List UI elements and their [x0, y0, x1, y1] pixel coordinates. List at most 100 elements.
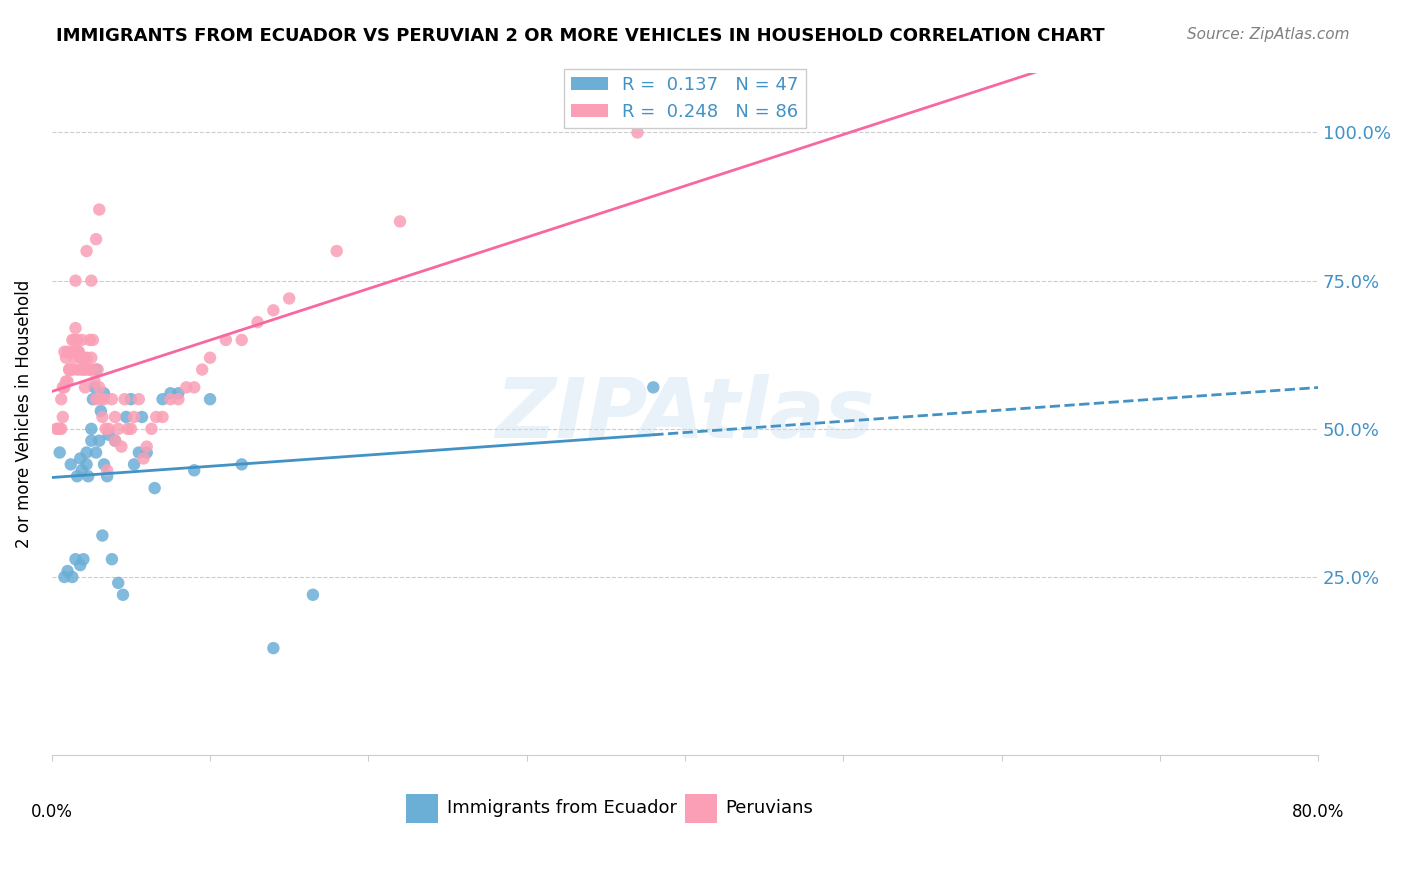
- Point: [91, 528, 114, 542]
- Point: [80, 362, 103, 376]
- Point: [246, 315, 269, 329]
- Point: [56, 564, 79, 578]
- Point: [176, 380, 198, 394]
- Point: [626, 126, 648, 140]
- Point: [53, 344, 76, 359]
- Point: [45, 422, 67, 436]
- Point: [104, 409, 127, 424]
- Point: [84, 392, 107, 407]
- Point: [643, 380, 665, 394]
- Text: Peruvians: Peruvians: [725, 799, 813, 817]
- Point: [79, 333, 101, 347]
- Point: [76, 351, 98, 365]
- Point: [77, 362, 100, 376]
- Text: ZIPAtlas: ZIPAtlas: [495, 374, 875, 455]
- Bar: [685, 795, 717, 823]
- Point: [56, 375, 79, 389]
- Point: [110, 440, 132, 454]
- Point: [167, 392, 190, 407]
- Point: [52, 409, 75, 424]
- Point: [90, 392, 112, 407]
- Point: [89, 434, 111, 448]
- Point: [198, 351, 221, 365]
- Point: [198, 392, 221, 407]
- Point: [93, 386, 115, 401]
- Point: [56, 344, 79, 359]
- Point: [77, 469, 100, 483]
- Point: [97, 427, 120, 442]
- Point: [141, 422, 163, 436]
- Point: [93, 392, 115, 407]
- Point: [52, 380, 75, 394]
- Point: [82, 392, 104, 407]
- Point: [101, 552, 124, 566]
- Bar: [406, 795, 439, 823]
- Point: [97, 422, 120, 436]
- Point: [69, 362, 91, 376]
- Point: [67, 344, 90, 359]
- Point: [152, 392, 174, 407]
- Point: [58, 362, 80, 376]
- Point: [66, 333, 89, 347]
- Point: [89, 202, 111, 217]
- Point: [167, 386, 190, 401]
- Legend: R =  0.137   N = 47, R =  0.248   N = 86: R = 0.137 N = 47, R = 0.248 N = 86: [564, 69, 806, 128]
- Point: [325, 244, 347, 258]
- Point: [80, 274, 103, 288]
- Point: [89, 380, 111, 394]
- Point: [82, 333, 104, 347]
- Point: [132, 451, 155, 466]
- Point: [63, 333, 86, 347]
- Point: [135, 445, 157, 459]
- Point: [104, 434, 127, 448]
- Point: [143, 481, 166, 495]
- Point: [60, 362, 83, 376]
- Point: [80, 422, 103, 436]
- Point: [388, 214, 411, 228]
- Point: [122, 409, 145, 424]
- Point: [46, 422, 69, 436]
- Point: [107, 422, 129, 436]
- Point: [107, 576, 129, 591]
- Point: [262, 641, 284, 656]
- Point: [72, 552, 94, 566]
- Point: [231, 333, 253, 347]
- Point: [70, 351, 93, 365]
- Point: [69, 558, 91, 573]
- Point: [72, 351, 94, 365]
- Point: [84, 445, 107, 459]
- Point: [79, 362, 101, 376]
- Point: [66, 469, 89, 483]
- Point: [48, 422, 70, 436]
- Point: [59, 344, 82, 359]
- Point: [215, 333, 238, 347]
- Point: [51, 392, 73, 407]
- Point: [278, 292, 301, 306]
- Point: [86, 362, 108, 376]
- Point: [191, 362, 214, 376]
- Point: [84, 232, 107, 246]
- Point: [115, 409, 138, 424]
- Point: [70, 463, 93, 477]
- Point: [53, 570, 76, 584]
- Point: [159, 392, 181, 407]
- Point: [69, 351, 91, 365]
- Point: [91, 409, 114, 424]
- Point: [152, 409, 174, 424]
- Point: [262, 303, 284, 318]
- Point: [183, 380, 205, 394]
- Point: [231, 458, 253, 472]
- Point: [76, 458, 98, 472]
- Text: 0.0%: 0.0%: [31, 803, 73, 821]
- Point: [120, 392, 142, 407]
- Point: [55, 375, 77, 389]
- Point: [183, 463, 205, 477]
- Point: [120, 422, 142, 436]
- Point: [60, 570, 83, 584]
- Point: [70, 333, 93, 347]
- Point: [114, 392, 136, 407]
- Point: [84, 362, 107, 376]
- Point: [83, 380, 105, 394]
- Point: [159, 386, 181, 401]
- Point: [55, 351, 77, 365]
